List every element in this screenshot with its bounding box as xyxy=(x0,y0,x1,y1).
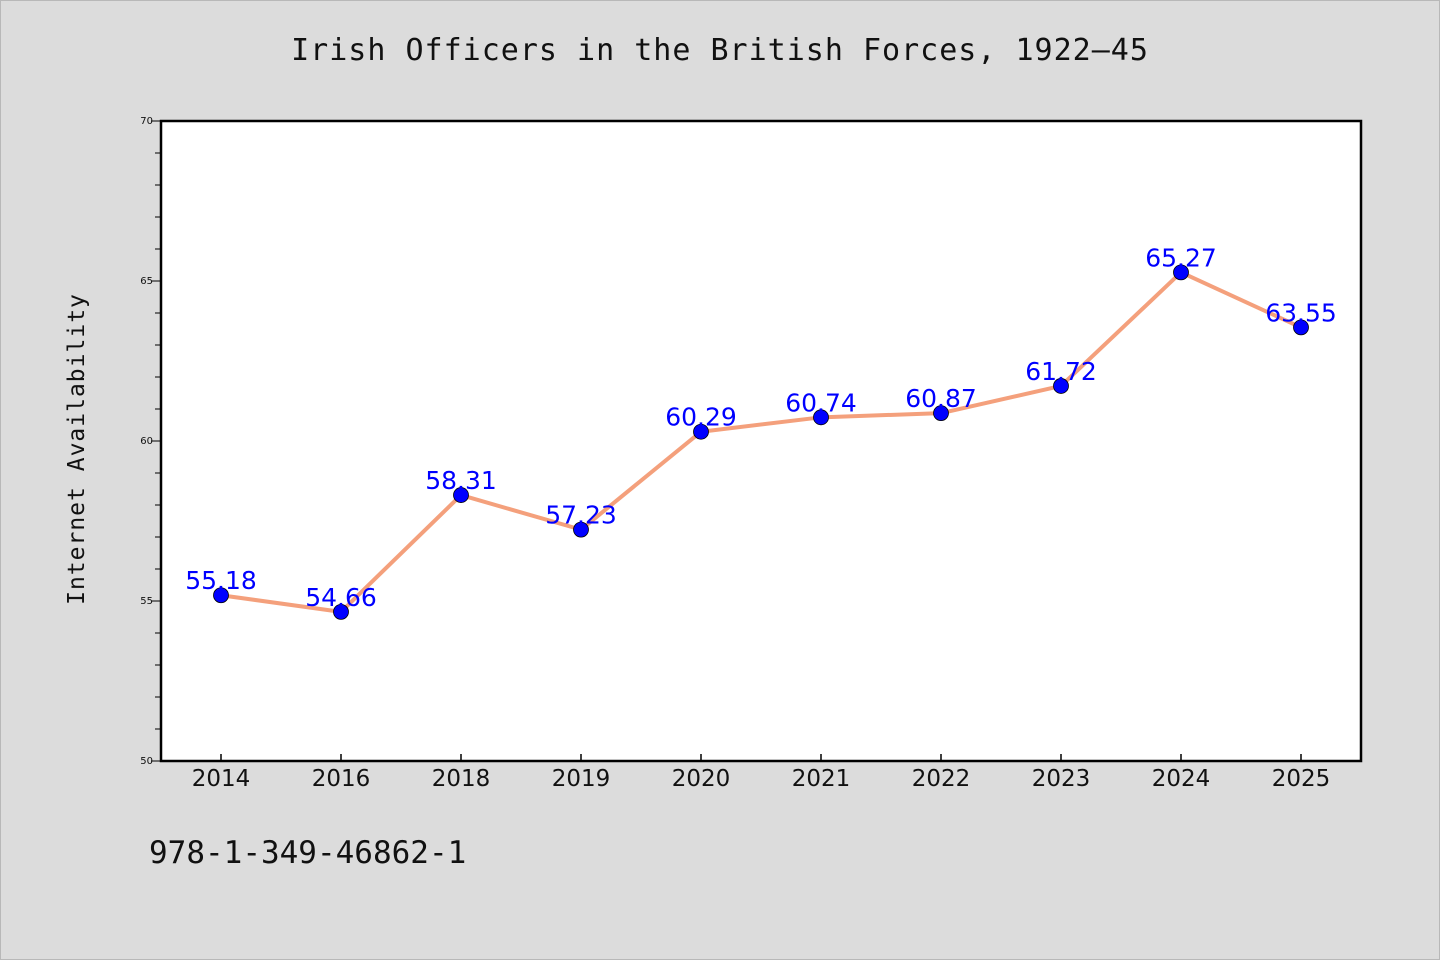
data-point xyxy=(213,587,229,604)
data-label: 54.66 xyxy=(305,583,377,612)
data-label: 61.72 xyxy=(1025,357,1097,386)
x-tick-label: 2021 xyxy=(792,766,851,792)
x-tick-label: 2014 xyxy=(192,766,251,792)
y-tick-label: 65 xyxy=(140,276,153,287)
data-label: 55.18 xyxy=(185,566,257,595)
series-line xyxy=(219,270,1303,614)
x-tick-label: 2018 xyxy=(432,766,491,792)
data-label: 58.31 xyxy=(425,466,497,495)
y-tick-label: 70 xyxy=(140,116,153,127)
data-point xyxy=(453,487,469,503)
data-label: 60.74 xyxy=(785,388,857,417)
data-point xyxy=(693,423,709,440)
y-axis: 50 55 60 65 70 xyxy=(140,116,161,767)
data-point xyxy=(1173,264,1189,281)
x-tick-label: 2019 xyxy=(552,766,611,792)
x-tick-label: 2016 xyxy=(312,766,371,792)
data-point xyxy=(1053,378,1069,394)
data-point xyxy=(573,521,589,538)
plot-area xyxy=(159,119,1363,763)
y-tick-label: 60 xyxy=(140,436,153,447)
data-label: 60.87 xyxy=(905,384,977,413)
data-label: 57.23 xyxy=(545,501,617,530)
x-tick-label: 2024 xyxy=(1152,766,1211,792)
data-point xyxy=(1293,319,1309,336)
isbn-code: 978-1-349-46862-1 xyxy=(149,835,467,871)
x-axis: 2014 2016 2018 2019 2020 2021 2022 2023 2024 2025 xyxy=(192,754,1331,792)
data-point xyxy=(933,405,949,422)
data-label: 60.29 xyxy=(665,403,737,432)
y-tick-label: 50 xyxy=(140,756,153,767)
y-tick-label: 55 xyxy=(140,596,153,607)
x-tick-label: 2020 xyxy=(672,766,731,792)
x-tick-label: 2022 xyxy=(912,766,971,792)
chart-title: Irish Officers in the British Forces, 19… xyxy=(291,33,1149,68)
data-label: 63.55 xyxy=(1265,298,1337,327)
x-tick-label: 2023 xyxy=(1032,766,1091,792)
data-point xyxy=(333,603,349,620)
data-point xyxy=(813,409,829,426)
x-tick-label: 2025 xyxy=(1272,766,1331,792)
data-label: 65.27 xyxy=(1145,243,1217,272)
